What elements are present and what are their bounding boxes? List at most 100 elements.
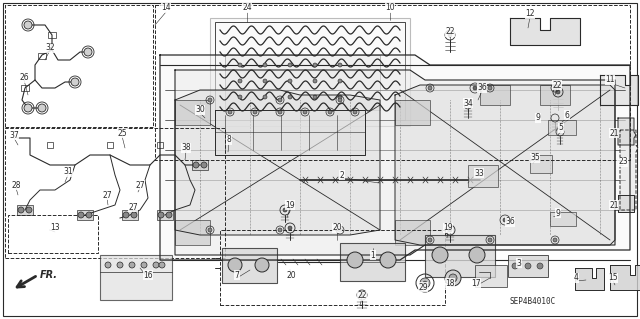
- Bar: [425, 235, 495, 277]
- Text: 36: 36: [505, 218, 515, 226]
- Text: 4: 4: [573, 273, 579, 283]
- Circle shape: [488, 238, 492, 242]
- Circle shape: [228, 110, 232, 114]
- Polygon shape: [600, 75, 638, 105]
- Bar: [38, 53, 46, 59]
- Circle shape: [141, 262, 147, 268]
- Circle shape: [105, 262, 111, 268]
- Circle shape: [253, 110, 257, 114]
- Text: 36: 36: [477, 84, 487, 93]
- Bar: [475, 265, 507, 287]
- Circle shape: [278, 110, 282, 114]
- Text: 1: 1: [371, 250, 376, 259]
- Text: 28: 28: [12, 181, 20, 189]
- Circle shape: [71, 78, 79, 86]
- Circle shape: [338, 228, 342, 232]
- Bar: [157, 210, 173, 220]
- Circle shape: [18, 207, 24, 213]
- Bar: [107, 142, 113, 148]
- Circle shape: [208, 98, 212, 102]
- Text: 27: 27: [128, 203, 138, 211]
- Text: FR.: FR.: [40, 270, 58, 280]
- Bar: [157, 142, 163, 148]
- Text: 21: 21: [609, 201, 619, 210]
- Bar: [5, 5, 153, 127]
- Text: 3: 3: [516, 258, 522, 268]
- Text: 38: 38: [181, 144, 191, 152]
- Text: 18: 18: [445, 278, 455, 287]
- Bar: [340, 243, 405, 281]
- Bar: [220, 230, 445, 305]
- Text: 26: 26: [19, 73, 29, 83]
- Polygon shape: [395, 85, 615, 245]
- Polygon shape: [510, 18, 580, 45]
- Circle shape: [553, 238, 557, 242]
- Bar: [47, 142, 53, 148]
- Circle shape: [131, 212, 137, 218]
- Circle shape: [473, 86, 477, 90]
- Text: SEP4B4010C: SEP4B4010C: [510, 298, 556, 307]
- Circle shape: [238, 79, 242, 83]
- Circle shape: [448, 228, 452, 232]
- Circle shape: [313, 63, 317, 67]
- Text: 11: 11: [605, 76, 615, 85]
- Bar: [192, 160, 208, 170]
- Bar: [550, 212, 576, 226]
- Polygon shape: [175, 70, 615, 255]
- Bar: [175, 220, 210, 245]
- Text: 19: 19: [443, 224, 453, 233]
- Polygon shape: [175, 90, 380, 235]
- Circle shape: [313, 79, 317, 83]
- Text: 19: 19: [285, 201, 295, 210]
- Text: 22: 22: [357, 292, 367, 300]
- Bar: [530, 155, 552, 173]
- Circle shape: [338, 63, 342, 67]
- Bar: [222, 248, 277, 283]
- Bar: [215, 22, 405, 120]
- Circle shape: [283, 208, 287, 212]
- Circle shape: [288, 95, 292, 99]
- Text: 22: 22: [445, 27, 455, 36]
- Polygon shape: [610, 265, 640, 290]
- Circle shape: [448, 33, 452, 37]
- Circle shape: [338, 95, 342, 99]
- Circle shape: [263, 79, 267, 83]
- Text: 24: 24: [242, 4, 252, 12]
- Circle shape: [288, 79, 292, 83]
- Circle shape: [428, 238, 432, 242]
- Bar: [21, 85, 29, 91]
- Polygon shape: [620, 130, 638, 210]
- Text: 37: 37: [9, 130, 19, 139]
- Bar: [17, 205, 33, 215]
- Text: 13: 13: [50, 224, 60, 233]
- Polygon shape: [215, 110, 365, 155]
- Circle shape: [303, 110, 307, 114]
- Bar: [100, 255, 172, 300]
- Circle shape: [525, 263, 531, 269]
- Circle shape: [255, 258, 269, 272]
- Circle shape: [360, 293, 364, 297]
- Circle shape: [432, 247, 448, 263]
- Circle shape: [288, 63, 292, 67]
- Circle shape: [24, 104, 32, 112]
- Circle shape: [512, 263, 518, 269]
- Bar: [175, 100, 210, 125]
- Text: 10: 10: [385, 4, 395, 12]
- Circle shape: [86, 212, 92, 218]
- Circle shape: [313, 95, 317, 99]
- Circle shape: [278, 98, 282, 102]
- Text: 34: 34: [463, 99, 473, 108]
- Bar: [548, 120, 576, 135]
- Circle shape: [347, 252, 363, 268]
- Circle shape: [353, 110, 357, 114]
- Text: 17: 17: [471, 278, 481, 287]
- Text: 32: 32: [45, 43, 55, 53]
- Circle shape: [338, 98, 342, 102]
- Circle shape: [263, 95, 267, 99]
- Text: 33: 33: [474, 168, 484, 177]
- Circle shape: [153, 262, 159, 268]
- Circle shape: [556, 90, 560, 94]
- Bar: [8, 215, 98, 253]
- Circle shape: [238, 95, 242, 99]
- Bar: [508, 255, 548, 277]
